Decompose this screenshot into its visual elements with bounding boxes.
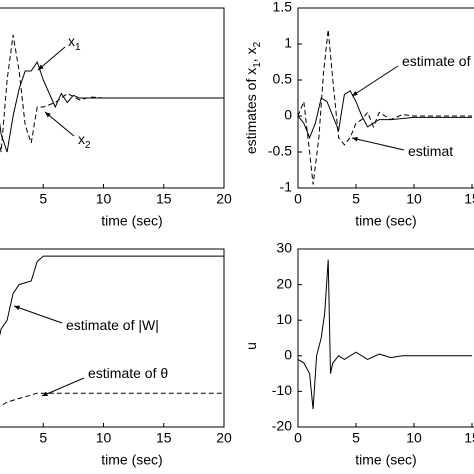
y-tick-label: 1.5 <box>273 0 293 15</box>
y-tick-label: 0 <box>284 107 292 123</box>
x-tick-label: 10 <box>406 430 422 446</box>
x-tick-label: 10 <box>406 191 422 207</box>
y-axis-label: estimates of x1, x2 <box>243 41 263 154</box>
annotation: x1 <box>68 33 81 53</box>
x-tick-label: 10 <box>96 430 112 446</box>
arrow-head <box>352 136 358 142</box>
x-tick-label: 20 <box>216 191 232 207</box>
y-tick-label: -1 <box>280 179 293 195</box>
y-axis-label: u <box>243 342 259 350</box>
arrow-head <box>38 64 44 70</box>
data-line <box>0 34 224 153</box>
annotation-arrow <box>41 377 85 397</box>
annotation-part: x <box>68 33 75 49</box>
x-tick-label: 15 <box>464 191 474 207</box>
annotation-part: x <box>78 131 85 147</box>
annotation-sub: 1 <box>75 42 81 53</box>
x-axis-label: time (sec) <box>101 452 162 468</box>
data-line <box>297 29 472 185</box>
annotation: estimate of θ <box>88 365 168 381</box>
x-tick-label: 15 <box>156 430 172 446</box>
y-tick-label: -10 <box>272 382 292 398</box>
x-axis-label: time (sec) <box>355 213 416 229</box>
x-tick-label: 0 <box>294 191 302 207</box>
y-tick-label: 0 <box>284 347 292 363</box>
x-tick-label: 5 <box>39 191 47 207</box>
x-tick-label: 20 <box>216 430 232 446</box>
annotation-part: estimat <box>408 143 453 159</box>
y-tick-label: 20 <box>276 275 292 291</box>
annotation: estimate of <box>402 53 471 69</box>
x-tick-label: 5 <box>39 430 47 446</box>
y-tick-label: 0.5 <box>273 71 293 87</box>
x-axis-label: time (sec) <box>101 213 162 229</box>
annotation: estimate of |W| <box>66 317 159 333</box>
y-axis-label-part: estimates of x <box>243 68 259 154</box>
axes-box <box>297 7 474 189</box>
annotation: estimat <box>408 143 453 159</box>
annotation-part: estimate of |W| <box>66 317 159 333</box>
y-tick-label: 1 <box>284 35 292 51</box>
data-line <box>297 259 472 410</box>
y-axis-label-sub: 1 <box>252 62 263 68</box>
data-line <box>0 255 224 337</box>
axes-box <box>297 248 474 428</box>
x-tick-label: 15 <box>464 430 474 446</box>
y-axis-label-part: , x <box>243 47 259 62</box>
y-tick-label: 10 <box>276 311 292 327</box>
x-axis-label: time (sec) <box>355 452 416 468</box>
y-tick-label: -0.5 <box>268 143 292 159</box>
annotation-arrow <box>351 65 399 97</box>
annotation-arrow <box>44 111 75 137</box>
annotation-arrow <box>37 46 66 71</box>
y-axis-label-part: u <box>243 342 259 350</box>
x-tick-label: 0 <box>294 430 302 446</box>
x-tick-label: 5 <box>352 191 360 207</box>
arrow-head <box>14 305 20 311</box>
arrow-head <box>42 391 48 396</box>
y-tick-label: 30 <box>276 240 292 256</box>
annotation-arrow <box>13 305 63 324</box>
axes-box <box>0 248 225 428</box>
annotation-part: estimate of θ <box>88 365 168 381</box>
annotation-part: estimate of <box>402 53 471 69</box>
data-line <box>297 90 472 139</box>
y-tick-label: -20 <box>272 418 292 434</box>
annotation-arrow <box>351 137 405 151</box>
annotation: x2 <box>78 131 91 151</box>
x-tick-label: 10 <box>96 191 112 207</box>
annotation-sub: 2 <box>85 140 91 151</box>
x-tick-label: 5 <box>352 430 360 446</box>
arrow-head <box>352 91 358 96</box>
arrow-head <box>45 112 51 118</box>
data-line <box>0 392 224 407</box>
y-axis-label-sub: 2 <box>252 41 263 47</box>
x-tick-label: 15 <box>156 191 172 207</box>
